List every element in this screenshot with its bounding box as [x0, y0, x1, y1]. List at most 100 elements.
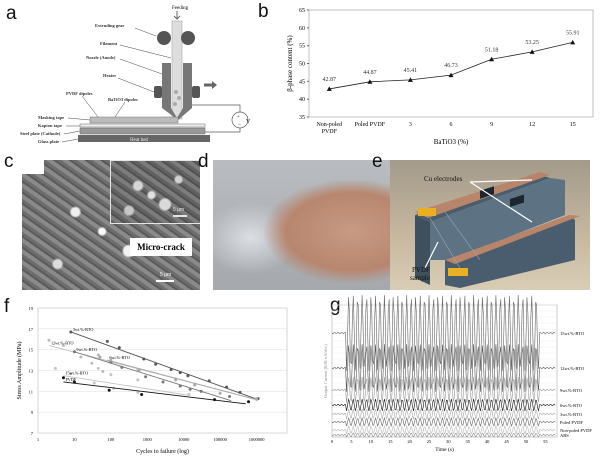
x-tick-label: 40 [485, 439, 490, 444]
y-axis-title: Stress Amplitude (MPa) [16, 341, 23, 399]
x-tick-label: 5 [350, 439, 353, 444]
data-label: 55.91 [566, 30, 580, 36]
panel-label-c: c [4, 151, 14, 172]
sem-inset: 5 μm [110, 160, 200, 224]
series-label: ABS [560, 433, 569, 438]
trend-line [74, 351, 232, 402]
data-point [186, 374, 190, 378]
data-point [178, 371, 182, 375]
data-point [174, 378, 178, 382]
data-point [199, 389, 203, 393]
output-current-chart: 0 5 10 15 20 25 30 35 40 45 50 55 Time (s) Output Cur… [323, 295, 592, 453]
y-tick-label: 55 [299, 44, 305, 50]
data-point-marker [326, 86, 332, 91]
data-point [101, 370, 105, 374]
x-tick-label: 55 [543, 439, 548, 444]
data-point [218, 391, 222, 395]
flexible-sample-photo [213, 160, 399, 290]
panel-label-f: f [4, 296, 10, 317]
x-tick-label: Poled PVDF [355, 122, 386, 128]
y-tick-label: 7 [31, 431, 34, 436]
data-point-marker [570, 39, 576, 45]
feeding-arrow-icon [173, 11, 181, 20]
data-point [96, 366, 100, 370]
data-point [98, 355, 102, 359]
data-point [247, 400, 251, 404]
data-point [227, 395, 231, 399]
x-tick-label: 10 [72, 437, 77, 442]
y-tick-label: 11 [29, 389, 33, 394]
data-label: 45.41 [404, 68, 418, 74]
steel-plate [79, 127, 206, 135]
x-tick-label: 9 [490, 122, 493, 128]
data-point [72, 350, 76, 354]
data-point [120, 365, 124, 369]
extruding-gear-label: Extruding gear [95, 23, 124, 28]
x-tick-label: 6 [450, 122, 453, 128]
inset-scale-label: 5 μm [173, 207, 185, 213]
x-tick-label: 20 [407, 439, 412, 444]
x-tick-label: 10 [369, 439, 374, 444]
data-point-marker [529, 49, 535, 54]
svg-text:+: + [237, 115, 240, 120]
data-label: 44.87 [363, 70, 377, 76]
data-point [213, 398, 217, 402]
series-label: 3wt.%-BTO [560, 412, 583, 417]
nozzle-label: Nozzle (Anode) [86, 55, 116, 60]
series-label: 12wt.%-BTO [51, 341, 74, 346]
y-axis-title: β-phase content (%) [286, 35, 294, 92]
y-tick-label: 35 [299, 115, 305, 121]
y-tick-label: 13 [29, 369, 34, 374]
steel-plate-label: Steel plate (Cathode) [20, 131, 61, 136]
data-label: 51.18 [485, 47, 499, 53]
data-point [178, 384, 182, 388]
extruding-gear-right [181, 31, 195, 45]
data-point [238, 390, 242, 394]
scale-bar [156, 280, 174, 282]
series-label: 3wt.%-BTO [73, 327, 94, 332]
voltage-label: V [246, 119, 251, 125]
panel-label-b: b [258, 1, 269, 22]
filament-label: Filament [100, 41, 118, 46]
sem-micrograph: 5 μm Micro-crack 5 μm [22, 160, 200, 290]
signal-trace [331, 424, 556, 436]
series-label: PVDF [65, 377, 76, 382]
series-label: Poled PVDF [560, 420, 583, 425]
panel-label-a: a [6, 3, 17, 24]
data-point [225, 385, 229, 389]
data-point-marker [407, 77, 413, 82]
x-tick-label: 1 [37, 437, 39, 442]
data-point [96, 353, 100, 357]
data-point-marker [448, 72, 454, 78]
signal-trace [331, 376, 556, 404]
data-point-marker [367, 79, 373, 84]
trend-line [70, 331, 259, 401]
svg-text:−: − [238, 123, 241, 128]
heat-bed-label: Heat bed [130, 138, 148, 143]
data-point [169, 367, 173, 371]
signal-trace [331, 432, 556, 438]
x-axis-title: Time (s) [435, 446, 454, 453]
data-point [187, 392, 191, 396]
signal-trace [331, 344, 556, 392]
y-tick-label: 15 [29, 348, 34, 353]
signal-trace [331, 295, 556, 371]
data-point [207, 379, 211, 383]
test-fixture-photo: Cu electrodes PVDF sample [390, 160, 590, 290]
panel-label-d: d [198, 151, 209, 172]
data-label: 53.25 [525, 40, 539, 46]
y-tick-label: 40 [299, 97, 305, 103]
y-tick-label: 65 [299, 8, 305, 14]
series-label: 15wt.%-BTO [560, 331, 585, 336]
x-tick-label: 12 [529, 122, 535, 128]
y-tick-label: 19 [29, 306, 34, 311]
data-point [144, 375, 148, 379]
micro-crack-callout: Micro-crack [130, 238, 192, 256]
scale-label: 5 μm [160, 272, 172, 278]
glass-plate-label: Glass plate [38, 139, 59, 144]
data-point [137, 369, 141, 372]
heater-right [192, 86, 200, 98]
x-tick-label: 3 [409, 122, 412, 128]
data-point [161, 380, 165, 384]
